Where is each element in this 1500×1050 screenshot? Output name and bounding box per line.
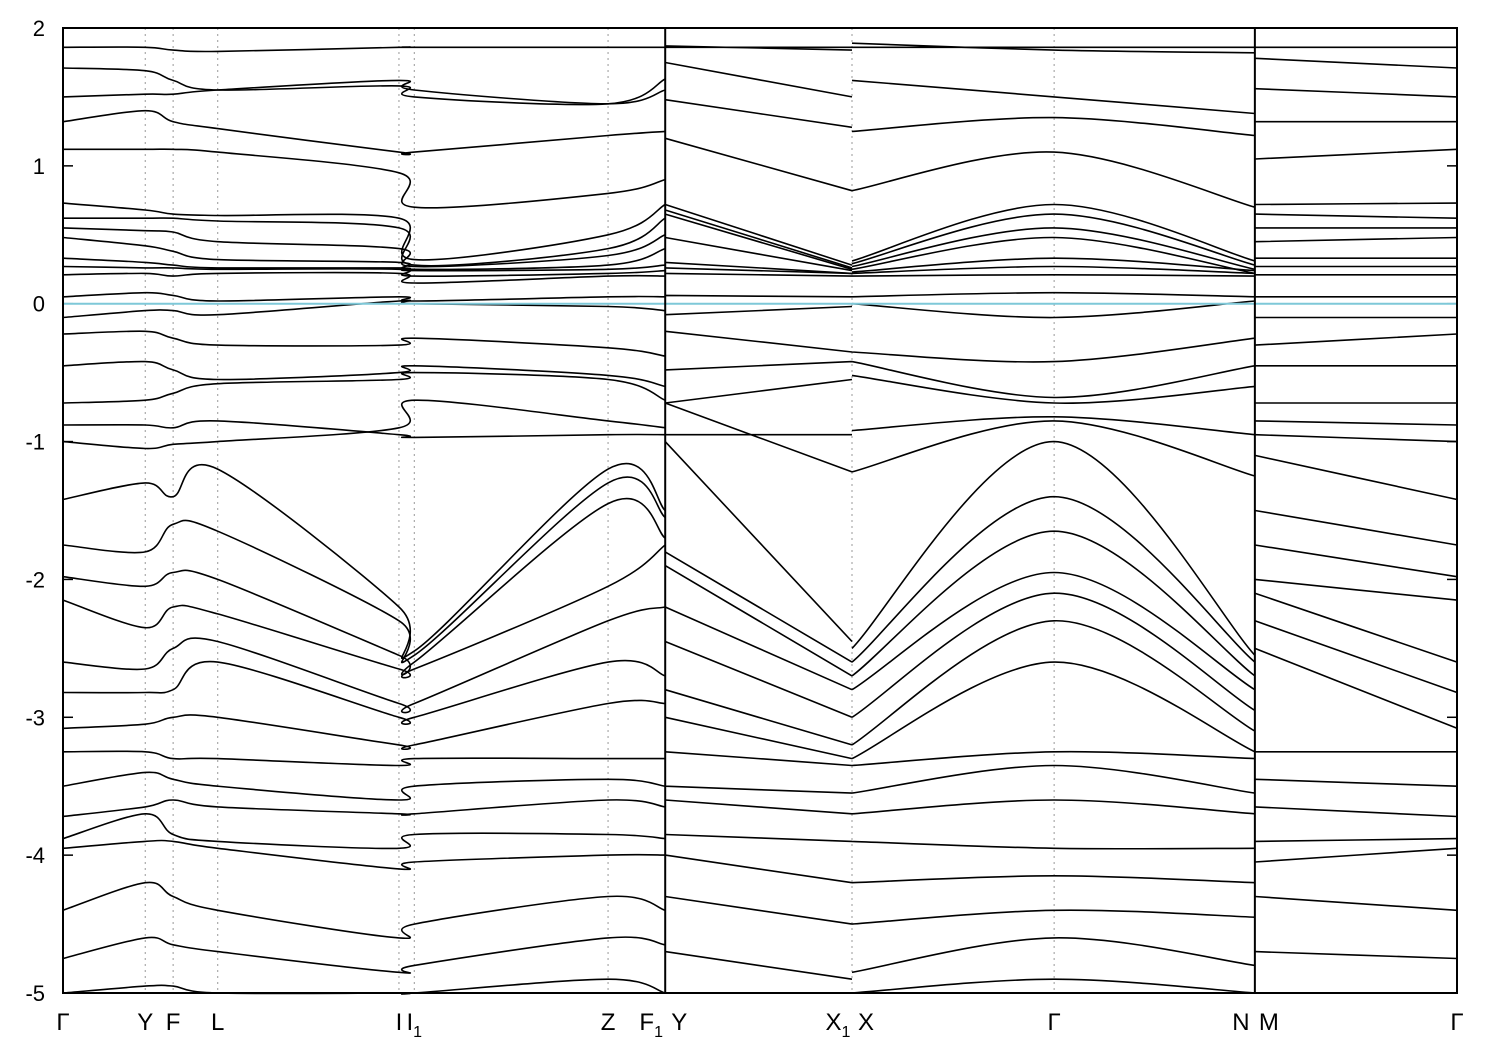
kpoint-label: Y (671, 1009, 687, 1036)
kpoint-label: X (858, 1009, 874, 1036)
y-tick-label: -2 (25, 567, 45, 592)
y-tick-label: 0 (33, 292, 45, 317)
band-line-13 (62, 291, 1457, 302)
kpoint-label: L (211, 1009, 224, 1036)
band-line-33 (62, 936, 1458, 980)
kpoint-label: M (1259, 1009, 1279, 1036)
y-tick-label: 2 (33, 16, 45, 41)
band-line-26 (62, 647, 1458, 760)
y-axis-ticks: 2 1 0 -1 -2 -3 -4 -5 (25, 16, 1457, 1006)
band-lines (62, 42, 1458, 995)
band-line-6 (62, 202, 1458, 266)
band-line-29 (62, 799, 1458, 818)
band-line-15 (62, 330, 1458, 363)
band-line-12 (62, 271, 1457, 284)
band-line-23 (62, 544, 1458, 691)
band-line-22 (62, 497, 1458, 677)
kpoint-label: Y (137, 1009, 153, 1036)
band-line-19 (62, 399, 1458, 477)
band-line-34 (62, 978, 1457, 995)
band-line-8 (62, 213, 1457, 271)
segment-breaks (664, 28, 1256, 993)
band-line-10 (62, 257, 1457, 275)
band-line-18 (62, 415, 1458, 439)
kpoint-label: X1 (826, 1009, 851, 1041)
kpoint-label: F1 (639, 1009, 663, 1041)
band-line-32 (62, 881, 1458, 940)
band-line-4 (62, 98, 1457, 156)
kpoint-label: Γ (56, 1009, 69, 1036)
band-line-28 (62, 764, 1458, 801)
band-line-31 (62, 839, 1458, 884)
band-line-30 (62, 812, 1458, 850)
kpoint-label: Γ (1048, 1009, 1061, 1036)
band-line-11 (62, 265, 1457, 278)
band-line-21 (62, 476, 1458, 664)
kpoint-label: N (1232, 1009, 1249, 1036)
kpoint-label: Z (601, 1009, 616, 1036)
band-line-17 (62, 371, 1457, 404)
band-line-5 (63, 137, 1458, 209)
kpoint-label: F (166, 1009, 181, 1036)
band-line-9 (62, 236, 1458, 275)
band-line-25 (62, 619, 1458, 746)
y-tick-label: -5 (25, 981, 45, 1006)
kpoint-label: I1 (406, 1009, 422, 1041)
y-tick-label: -1 (25, 430, 45, 455)
band-line-16 (62, 360, 1457, 399)
band-line-20 (62, 440, 1458, 660)
y-tick-label: 1 (33, 154, 45, 179)
x-axis-kpoint-labels: Γ Y F L I I1 Z F1 Y X1 X Γ N M Γ (56, 1009, 1463, 1041)
band-line-2 (62, 42, 1458, 106)
band-line-7 (63, 209, 1458, 269)
band-line-24 (62, 592, 1458, 719)
band-line-3 (62, 61, 1458, 115)
y-tick-label: -4 (25, 843, 45, 868)
band-line-27 (62, 750, 1457, 767)
kpoint-label: I (396, 1009, 403, 1036)
y-tick-label: -3 (25, 705, 45, 730)
plot-frame (62, 27, 1458, 994)
kpoint-label: Γ (1450, 1009, 1463, 1036)
